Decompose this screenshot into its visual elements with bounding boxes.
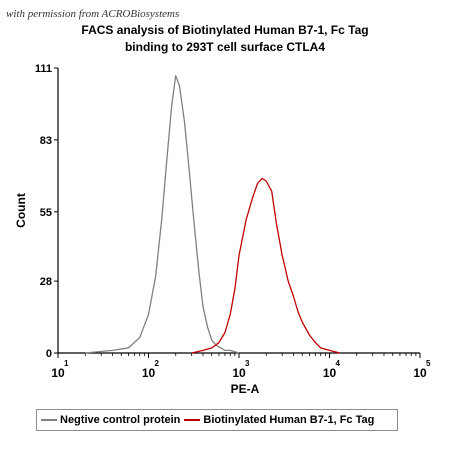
x-tick-label: 10 <box>142 366 156 380</box>
series-line-biotinylated-b7-1 <box>191 177 340 354</box>
x-tick-exponent: 3 <box>245 359 250 368</box>
chart-title-line-2: binding to 293T cell surface CTLA4 <box>124 40 326 54</box>
series-line-negative-control <box>85 75 240 354</box>
legend: Negtive control protein Biotinylated Hum… <box>36 409 398 431</box>
x-tick-label: 10 <box>413 366 427 380</box>
watermark: with permission from ACROBiosystems <box>6 8 180 20</box>
y-tick-label: 0 <box>46 348 52 360</box>
x-axis-title: PE-A <box>231 382 260 396</box>
x-tick-label: 10 <box>323 366 337 380</box>
x-tick-label: 10 <box>232 366 246 380</box>
y-axis-title: Count <box>14 193 28 228</box>
y-tick-label: 111 <box>35 63 52 75</box>
y-tick-label: 83 <box>40 135 52 147</box>
legend-item-biotinylated-b7-1: Biotinylated Human B7-1, Fc Tag <box>184 414 374 426</box>
series-layer <box>85 75 340 354</box>
legend-swatch-biotinylated-b7-1 <box>184 419 201 421</box>
legend-label-biotinylated-b7-1: Biotinylated Human B7-1, Fc Tag <box>203 414 375 426</box>
x-tick-exponent: 4 <box>336 359 341 368</box>
legend-label-negative-control: Negtive control protein <box>60 414 181 426</box>
legend-item-negative-control: Negtive control protein <box>41 414 180 426</box>
chart-title-line-1: FACS analysis of Biotinylated Human B7-1… <box>81 23 369 37</box>
x-tick-exponent: 2 <box>155 359 160 368</box>
y-tick-label: 28 <box>40 276 52 288</box>
y-tick-label: 55 <box>40 207 52 219</box>
x-tick-label: 10 <box>51 366 65 380</box>
x-tick-exponent: 5 <box>426 359 431 368</box>
legend-swatch-negative-control <box>41 419 57 421</box>
x-tick-exponent: 1 <box>64 359 69 368</box>
axes <box>54 67 421 358</box>
